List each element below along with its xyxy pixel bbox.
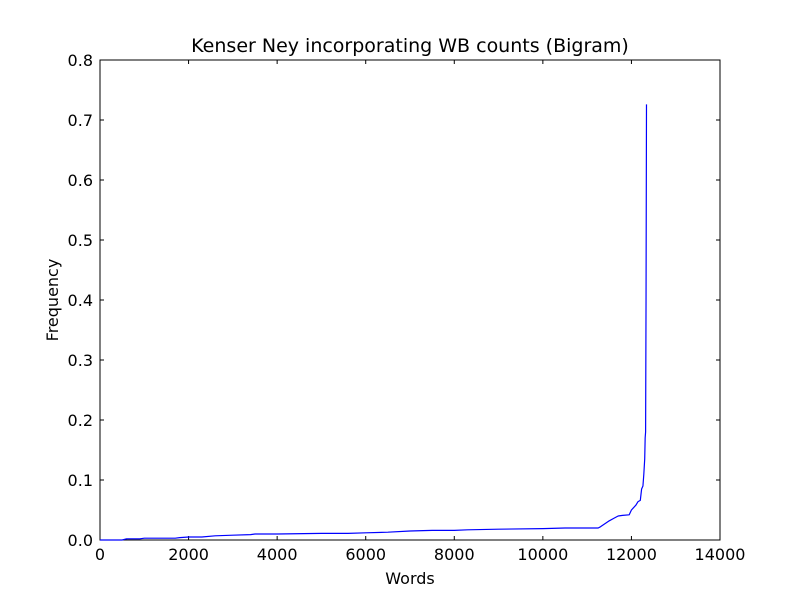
y-tick-label: 0.8 (68, 51, 93, 70)
y-axis-label: Frequency (43, 259, 62, 342)
x-axis-label: Words (385, 569, 434, 588)
series-group (100, 104, 648, 541)
chart-title: Kenser Ney incorporating WB counts (Bigr… (191, 35, 629, 57)
y-tick-label: 0.3 (68, 351, 93, 370)
y-tick-label: 0.1 (68, 471, 93, 490)
y-tick-label: 0.4 (68, 291, 93, 310)
plot-frame (99, 59, 721, 541)
x-tick-label: 6000 (345, 545, 386, 564)
x-tick-label: 4000 (257, 545, 298, 564)
y-tick-label: 0.5 (68, 231, 93, 250)
x-tick-label: 2000 (168, 545, 209, 564)
ticks-group: 0 2000 4000 6000 8000 10000 12000 14000 0.0 0.1 0.… (68, 51, 746, 564)
x-tick-label: 10000 (517, 545, 568, 564)
x-tick-label: 8000 (434, 545, 475, 564)
x-tick-label: 14000 (695, 545, 746, 564)
series-line (100, 104, 648, 541)
x-tick-label: 12000 (606, 545, 657, 564)
y-tick-label: 0.6 (68, 171, 93, 190)
x-tick-label: 0 (95, 545, 105, 564)
y-tick-label: 0.2 (68, 411, 93, 430)
y-tick-label: 0.0 (68, 531, 93, 550)
y-tick-label: 0.7 (68, 111, 93, 130)
